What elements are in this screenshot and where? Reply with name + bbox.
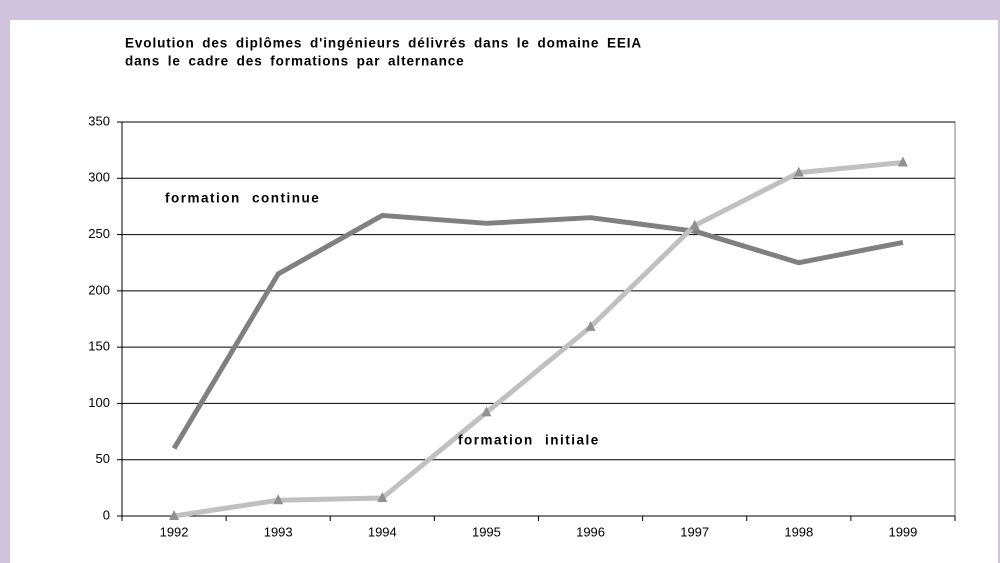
series-marker [273, 494, 284, 505]
series-label: formation initiale [458, 433, 600, 448]
series-marker [689, 219, 700, 230]
series-marker [897, 156, 908, 167]
y-tick-label: 350 [88, 113, 110, 128]
series-line [173, 160, 904, 519]
y-tick-label: 100 [88, 395, 110, 410]
chart-title: Evolution des diplômes d'ingénieurs déli… [125, 36, 642, 51]
x-tick-label: 1996 [576, 524, 605, 539]
y-tick-label: 200 [88, 282, 110, 297]
y-tick-label: 150 [88, 339, 110, 354]
series-marker [793, 166, 804, 177]
x-tick-label: 1999 [888, 524, 917, 539]
x-tick-label: 1993 [264, 524, 293, 539]
x-tick-label: 1998 [784, 524, 813, 539]
x-tick-label: 1995 [472, 524, 501, 539]
y-tick-label: 0 [103, 507, 110, 522]
series-marker [377, 491, 388, 502]
series-marker [585, 320, 596, 331]
series-marker [169, 510, 180, 520]
plot-frame [121, 121, 956, 517]
series-line [171, 212, 904, 450]
x-tick-label: 1992 [160, 524, 189, 539]
series-label: formation continue [165, 191, 320, 206]
x-tick-label: 1997 [680, 524, 709, 539]
panel [10, 20, 998, 563]
y-tick-label: 250 [88, 226, 110, 241]
y-tick-label: 300 [88, 170, 110, 185]
x-tick-label: 1994 [368, 524, 397, 539]
chart-title: dans le cadre des formations par alterna… [125, 54, 465, 69]
series-marker [481, 406, 492, 417]
y-tick-label: 50 [96, 451, 110, 466]
